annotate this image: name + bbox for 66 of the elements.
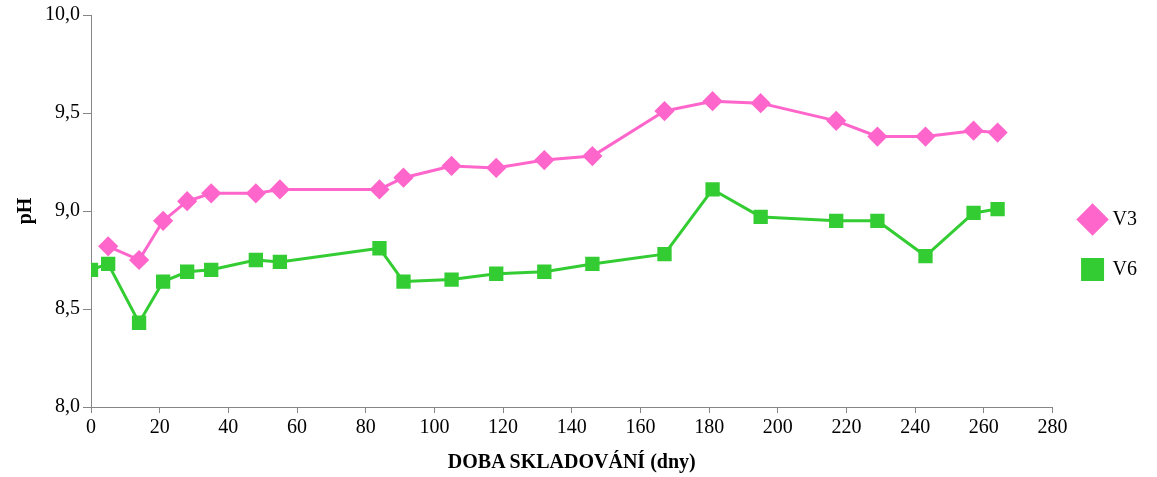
x-tick-label: 40 (218, 415, 239, 438)
x-tick-label: 140 (556, 415, 587, 438)
point (131, 315, 147, 330)
x-tick-label: 100 (419, 415, 450, 438)
x-tick-label: 20 (149, 415, 170, 438)
y-axis-title: pH (13, 197, 37, 225)
y-tick-label: 9,5 (55, 100, 80, 123)
point (442, 156, 462, 176)
point (751, 93, 771, 113)
point (272, 254, 288, 270)
point (753, 209, 768, 225)
y-tick-label: 10,0 (45, 2, 80, 25)
point (155, 274, 171, 289)
point (964, 121, 984, 141)
point (153, 211, 173, 231)
point (180, 264, 195, 279)
point (867, 127, 887, 147)
point (201, 183, 221, 203)
point (444, 272, 459, 287)
x-axis-title: DOBA SKLADOVÁNÍ (dny) (447, 450, 696, 474)
y-tick-label: 8,0 (55, 394, 80, 417)
point (537, 264, 552, 279)
point (270, 179, 290, 199)
y-tick-label: 9,0 (55, 198, 80, 221)
point (657, 246, 672, 262)
x-tick-label: 220 (831, 415, 862, 438)
point (372, 241, 387, 256)
point (582, 146, 602, 166)
point (988, 123, 1008, 143)
x-tick-label: 80 (355, 415, 376, 438)
point (705, 182, 720, 197)
x-tick-label: 280 (1037, 415, 1068, 438)
point (98, 236, 118, 256)
x-tick-label: 120 (488, 415, 519, 438)
point (655, 101, 674, 121)
point (101, 256, 116, 272)
y-tick-label: 8,5 (55, 296, 80, 319)
x-tick-label: 200 (762, 415, 793, 438)
point (248, 252, 263, 268)
point (204, 262, 219, 277)
x-tick-label: 240 (900, 415, 931, 438)
point (396, 274, 411, 289)
point (486, 158, 506, 178)
x-tick-label: 160 (625, 415, 656, 438)
point (870, 213, 885, 228)
point (129, 250, 149, 270)
point (918, 248, 933, 264)
point (177, 191, 197, 211)
x-tick-label: 60 (287, 415, 308, 438)
point (990, 201, 1005, 217)
point (489, 266, 504, 281)
point (246, 183, 266, 203)
point (915, 127, 935, 147)
point (369, 179, 389, 199)
point (829, 213, 844, 228)
legend-label: V3 (1112, 206, 1138, 229)
legend-label: V6 (1112, 256, 1138, 279)
point (585, 256, 600, 272)
x-tick-label: 180 (694, 415, 725, 438)
x-tick-label: 0 (86, 415, 96, 438)
x-tick-label: 260 (968, 415, 999, 438)
point (966, 205, 981, 221)
point (534, 150, 554, 170)
point (703, 91, 723, 111)
point (826, 111, 846, 131)
point (394, 168, 414, 188)
